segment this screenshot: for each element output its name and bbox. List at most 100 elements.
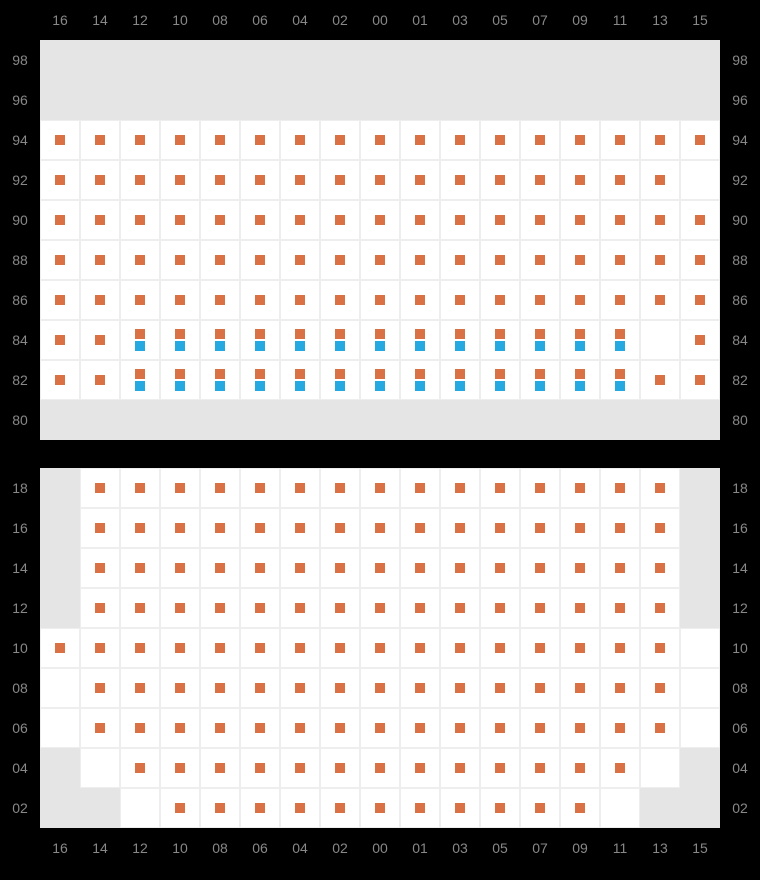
seat-cell[interactable] <box>480 548 520 588</box>
seat-cell[interactable] <box>680 120 720 160</box>
seat-cell[interactable] <box>600 548 640 588</box>
seat-cell[interactable] <box>320 748 360 788</box>
seat-cell[interactable] <box>480 668 520 708</box>
seat-cell[interactable] <box>680 160 720 200</box>
seat-cell[interactable] <box>120 788 160 828</box>
seat-cell[interactable] <box>320 120 360 160</box>
seat-cell[interactable] <box>400 360 440 400</box>
seat-cell[interactable] <box>40 360 80 400</box>
seat-cell[interactable] <box>640 668 680 708</box>
seat-cell[interactable] <box>280 280 320 320</box>
seat-cell[interactable] <box>520 588 560 628</box>
seat-cell[interactable] <box>400 588 440 628</box>
seat-cell[interactable] <box>400 788 440 828</box>
seat-cell[interactable] <box>520 708 560 748</box>
seat-cell[interactable] <box>200 200 240 240</box>
seat-cell[interactable] <box>40 628 80 668</box>
seat-cell[interactable] <box>80 120 120 160</box>
seat-cell[interactable] <box>120 280 160 320</box>
seat-cell[interactable] <box>240 588 280 628</box>
seat-cell[interactable] <box>320 320 360 360</box>
seat-cell[interactable] <box>200 588 240 628</box>
seat-cell[interactable] <box>240 628 280 668</box>
seat-cell[interactable] <box>360 200 400 240</box>
seat-cell[interactable] <box>400 668 440 708</box>
seat-cell[interactable] <box>560 200 600 240</box>
seat-cell[interactable] <box>440 320 480 360</box>
seat-cell[interactable] <box>560 360 600 400</box>
seat-cell[interactable] <box>600 788 640 828</box>
seat-cell[interactable] <box>600 320 640 360</box>
seat-cell[interactable] <box>200 160 240 200</box>
seat-cell[interactable] <box>680 360 720 400</box>
seat-cell[interactable] <box>160 120 200 160</box>
seat-cell[interactable] <box>440 628 480 668</box>
seat-cell[interactable] <box>200 788 240 828</box>
seat-cell[interactable] <box>640 280 680 320</box>
seat-cell[interactable] <box>80 240 120 280</box>
seat-cell[interactable] <box>440 588 480 628</box>
seat-cell[interactable] <box>280 240 320 280</box>
seat-cell[interactable] <box>360 240 400 280</box>
seat-cell[interactable] <box>160 468 200 508</box>
seat-cell[interactable] <box>360 708 400 748</box>
seat-cell[interactable] <box>160 240 200 280</box>
seat-cell[interactable] <box>160 628 200 668</box>
seat-cell[interactable] <box>320 200 360 240</box>
seat-cell[interactable] <box>80 548 120 588</box>
seat-cell[interactable] <box>600 468 640 508</box>
seat-cell[interactable] <box>40 708 80 748</box>
seat-cell[interactable] <box>560 548 600 588</box>
seat-cell[interactable] <box>560 508 600 548</box>
seat-cell[interactable] <box>440 788 480 828</box>
seat-cell[interactable] <box>320 280 360 320</box>
seat-cell[interactable] <box>520 280 560 320</box>
seat-cell[interactable] <box>360 588 400 628</box>
seat-cell[interactable] <box>640 748 680 788</box>
seat-cell[interactable] <box>80 708 120 748</box>
seat-cell[interactable] <box>400 200 440 240</box>
seat-cell[interactable] <box>320 668 360 708</box>
seat-cell[interactable] <box>560 708 600 748</box>
seat-cell[interactable] <box>280 200 320 240</box>
seat-cell[interactable] <box>120 120 160 160</box>
seat-cell[interactable] <box>600 668 640 708</box>
seat-cell[interactable] <box>480 708 520 748</box>
seat-cell[interactable] <box>200 748 240 788</box>
seat-cell[interactable] <box>600 748 640 788</box>
seat-cell[interactable] <box>480 160 520 200</box>
seat-cell[interactable] <box>520 508 560 548</box>
seat-cell[interactable] <box>480 508 520 548</box>
seat-cell[interactable] <box>240 468 280 508</box>
seat-cell[interactable] <box>40 160 80 200</box>
seat-cell[interactable] <box>560 468 600 508</box>
seat-cell[interactable] <box>160 360 200 400</box>
seat-cell[interactable] <box>440 240 480 280</box>
seat-cell[interactable] <box>320 160 360 200</box>
seat-cell[interactable] <box>400 280 440 320</box>
seat-cell[interactable] <box>680 668 720 708</box>
seat-cell[interactable] <box>200 628 240 668</box>
seat-cell[interactable] <box>120 748 160 788</box>
seat-cell[interactable] <box>600 120 640 160</box>
seat-cell[interactable] <box>640 628 680 668</box>
seat-cell[interactable] <box>480 240 520 280</box>
seat-cell[interactable] <box>560 628 600 668</box>
seat-cell[interactable] <box>240 548 280 588</box>
seat-cell[interactable] <box>120 200 160 240</box>
seat-cell[interactable] <box>520 360 560 400</box>
seat-cell[interactable] <box>120 360 160 400</box>
seat-cell[interactable] <box>80 508 120 548</box>
seat-cell[interactable] <box>480 628 520 668</box>
seat-cell[interactable] <box>680 280 720 320</box>
seat-cell[interactable] <box>120 708 160 748</box>
seat-cell[interactable] <box>160 748 200 788</box>
seat-cell[interactable] <box>80 668 120 708</box>
seat-cell[interactable] <box>440 160 480 200</box>
seat-cell[interactable] <box>520 788 560 828</box>
seat-cell[interactable] <box>240 240 280 280</box>
seat-cell[interactable] <box>40 320 80 360</box>
seat-cell[interactable] <box>160 588 200 628</box>
seat-cell[interactable] <box>360 320 400 360</box>
seat-cell[interactable] <box>80 200 120 240</box>
